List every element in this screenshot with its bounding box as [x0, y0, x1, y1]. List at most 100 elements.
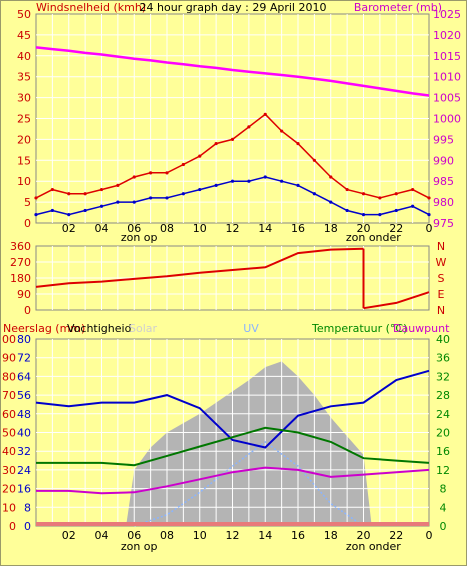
direction-compass-label: W [436, 256, 447, 269]
wind-speed-point [83, 208, 87, 213]
wind-speed-point [50, 208, 54, 213]
wind-speed-point [296, 183, 300, 187]
wind-gust-point [427, 196, 431, 200]
climate-xtick-label: 08 [160, 529, 174, 542]
wind-speed-point [411, 204, 415, 208]
barometer-ytick-label: 995 [433, 133, 454, 146]
humidity-axis-title: Vochtigheid [67, 322, 132, 335]
wind-speed-point [214, 183, 218, 187]
wind-ytick-label: 25 [17, 113, 31, 126]
direction-ytick-label: 0 [24, 304, 31, 317]
wind-gust-point [67, 192, 71, 196]
wind-gust-point [280, 129, 284, 133]
rain-ytick-label: 60 [2, 408, 16, 421]
humidity-ytick-label: 56 [17, 389, 31, 402]
wind-gust-point [116, 183, 120, 187]
wind-sunset-label: zon onder [346, 231, 401, 244]
wind-speed-point [427, 213, 431, 217]
rain-ytick-label: 100 [1, 333, 16, 346]
rain-ytick-label: 20 [2, 483, 16, 496]
climate-xtick-label: 12 [226, 529, 240, 542]
rain-ytick-label: 90 [2, 352, 16, 365]
barometer-ytick-label: 1010 [433, 71, 461, 84]
humidity-ytick-label: 40 [17, 427, 31, 440]
wind-ytick-label: 5 [24, 196, 31, 209]
barometer-ytick-label: 1015 [433, 50, 461, 63]
wind-speed-point [165, 196, 169, 200]
wind-gust-point [34, 196, 38, 200]
wind-gust-point [247, 125, 251, 129]
humidity-ytick-label: 8 [24, 501, 31, 514]
wind-gust-point [50, 187, 54, 192]
uv-axis-title: UV [243, 322, 259, 335]
wind-speed-point [378, 213, 382, 217]
wind-gust-point [214, 141, 218, 146]
dewpoint-axis-title: Dauwpunt [393, 322, 450, 335]
temperature-ytick-label: 28 [436, 389, 450, 402]
temperature-line [36, 466, 430, 495]
wind-speed-point [280, 179, 284, 183]
wind-ytick-label: 45 [17, 29, 31, 42]
wind-gust-point [165, 171, 169, 175]
wind-gust-point [149, 171, 153, 175]
climate-xtick-label: 20 [357, 529, 371, 542]
wind-xtick-label: 08 [160, 222, 174, 235]
wind-gust-point [263, 112, 267, 116]
wind-xtick-label: 16 [291, 222, 305, 235]
wind-gust-point [83, 192, 87, 196]
humidity-ytick-label: 16 [17, 483, 31, 496]
wind-gust-point [132, 175, 136, 179]
temperature-ytick-label: 32 [436, 370, 450, 383]
wind-speed-point [394, 208, 398, 213]
humidity-ytick-label: 24 [17, 464, 31, 477]
barometer-ytick-label: 985 [433, 175, 454, 188]
wind-ytick-label: 40 [17, 50, 31, 63]
barometer-line [35, 46, 430, 97]
wind-xtick-label: 02 [62, 222, 76, 235]
wind-speed-point [34, 213, 38, 217]
temperature-ytick-label: 4 [440, 501, 447, 514]
wind-speed-point [198, 187, 202, 192]
rain-ytick-label: 10 [2, 501, 16, 514]
wind-speed-point [181, 192, 185, 196]
humidity-ytick-label: 32 [17, 445, 31, 458]
barometer-ytick-label: 980 [433, 196, 454, 209]
wind-speed-point [263, 175, 267, 179]
humidity-ytick-label: 80 [17, 333, 31, 346]
chart-title: 24 hour graph day : 29 April 2010 [140, 1, 327, 14]
humidity-ytick-label: 48 [17, 408, 31, 421]
wind-sunrise-label: zon op [121, 231, 158, 244]
dewpoint-line [36, 426, 430, 467]
temperature-axis-title: Temperatuur (°C) [311, 322, 407, 335]
temperature-ytick-label: 12 [436, 464, 450, 477]
temperature-ytick-label: 40 [436, 333, 450, 346]
climate-xtick-label: 02 [62, 529, 76, 542]
rain-axis-title: Neerslag (mm) [3, 322, 85, 335]
wind-gust-point [230, 137, 235, 141]
direction-ytick-label: 360 [10, 240, 31, 253]
temperature-ytick-label: 36 [436, 352, 450, 365]
humidity-ytick-label: 64 [17, 370, 31, 383]
wind-xtick-label: 10 [193, 222, 207, 235]
temperature-ytick-label: 8 [440, 483, 447, 496]
temperature-ytick-label: 20 [436, 427, 450, 440]
wind-gust-point [345, 187, 349, 192]
wind-speed-point [329, 200, 333, 204]
wind-speed-point [312, 192, 316, 196]
wind-gust-point [296, 141, 300, 146]
wind-xtick-label: 14 [258, 222, 272, 235]
wind-gust-point [181, 162, 185, 167]
wind-direction-line [35, 247, 364, 288]
wind-speed-point [247, 179, 251, 183]
rain-bar [36, 522, 429, 526]
wind-ytick-label: 50 [17, 8, 31, 21]
wind-gust-point [378, 196, 382, 200]
climate-sunset-label: zon onder [346, 540, 401, 553]
wind-direction-line [363, 291, 430, 310]
wind-speed-point [116, 200, 120, 204]
climate-xtick-label: 14 [258, 529, 272, 542]
rain-ytick-label: 70 [2, 389, 16, 402]
barometer-axis-title: Barometer (mb) [354, 1, 442, 14]
temperature-ytick-label: 16 [436, 445, 450, 458]
